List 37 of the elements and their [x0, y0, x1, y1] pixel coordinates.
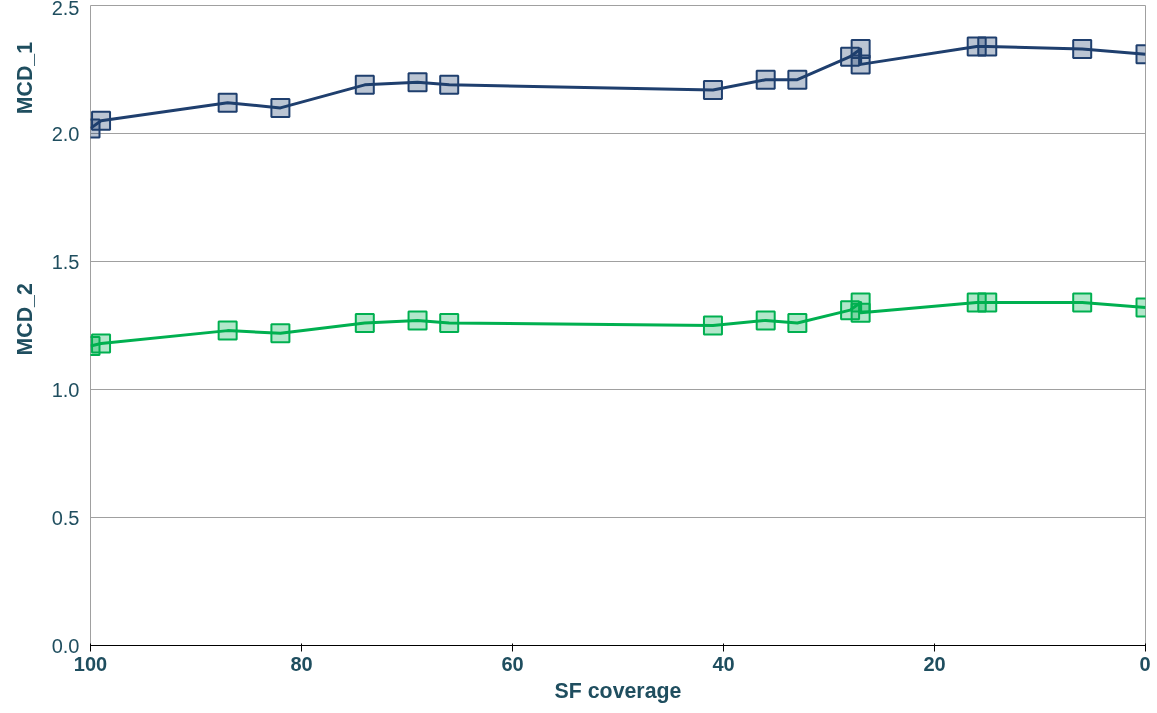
- y-tick-label: 0.5: [51, 506, 80, 529]
- point: [850, 302, 871, 323]
- point: [787, 312, 808, 333]
- point: [850, 54, 871, 75]
- y-tick-label: 1.0: [51, 378, 80, 401]
- x-tick-label: 60: [501, 652, 524, 675]
- point: [755, 69, 776, 90]
- text: MCD_1: [13, 41, 38, 115]
- point: [354, 312, 375, 333]
- point: [217, 320, 238, 341]
- point: [977, 36, 998, 57]
- point: [755, 310, 776, 331]
- x-axis-title: SF coverage: [554, 678, 682, 703]
- point: [439, 312, 460, 333]
- point: [270, 323, 291, 344]
- point: [439, 74, 460, 95]
- point: [91, 110, 112, 131]
- point: [1072, 292, 1093, 313]
- point: [1072, 39, 1093, 60]
- point: [977, 292, 998, 313]
- text: MCD_2: [13, 283, 38, 356]
- y-tick-label: 2.0: [51, 122, 80, 145]
- point: [354, 74, 375, 95]
- point: [787, 69, 808, 90]
- point: [407, 72, 428, 93]
- x-tick-label: 20: [923, 652, 946, 675]
- point: [217, 92, 238, 113]
- x-tick-label: 0: [1139, 652, 1151, 675]
- point: [702, 315, 723, 336]
- point: [407, 310, 428, 331]
- y-tick-label: 2.5: [51, 0, 80, 19]
- point: [91, 333, 112, 354]
- x-tick-label: 80: [290, 652, 313, 675]
- point: [702, 79, 723, 100]
- y-tick-label: 1.5: [51, 250, 80, 273]
- point: [270, 97, 291, 118]
- x-tick-label: 40: [712, 652, 735, 675]
